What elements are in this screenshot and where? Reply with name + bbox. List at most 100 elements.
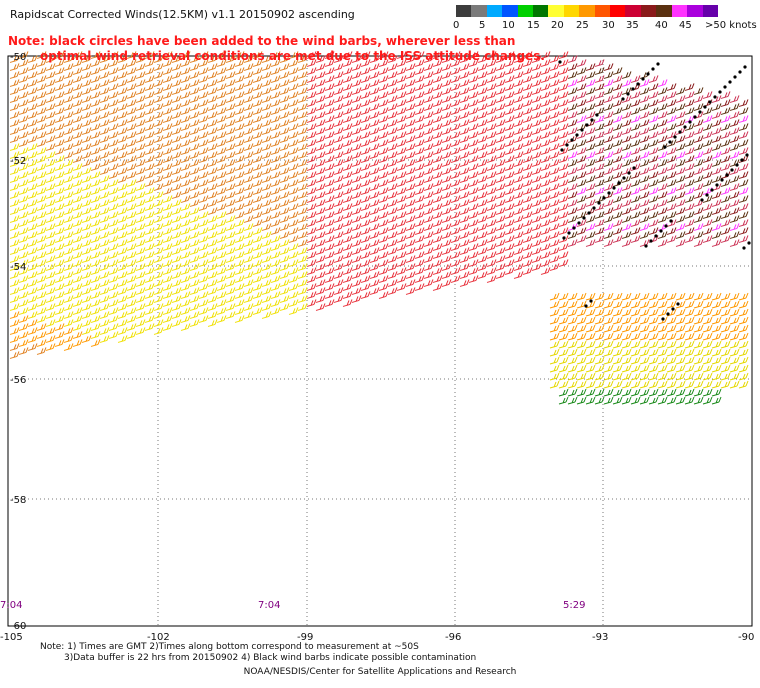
- wind-barb: [360, 179, 371, 187]
- wind-barb: [351, 159, 362, 167]
- wind-barb: [279, 199, 290, 207]
- wind-barb: [225, 199, 236, 207]
- wind-barb: [666, 139, 677, 147]
- wind-barb: [684, 131, 695, 139]
- wind-barb: [279, 167, 290, 175]
- wind-barb: [207, 271, 218, 279]
- wind-barb: [270, 203, 281, 211]
- wind-barb: [108, 315, 119, 323]
- wind-barb: [513, 87, 524, 95]
- wind-barb: [486, 235, 497, 243]
- wind-barb: [333, 271, 344, 279]
- wind-barb: [531, 159, 542, 167]
- wind-barb: [387, 119, 398, 127]
- wind-barb: [9, 247, 20, 255]
- wind-barb: [333, 79, 344, 87]
- wind-barb: [108, 291, 119, 299]
- wind-barb: [711, 175, 722, 183]
- wind-barb: [729, 175, 740, 183]
- wind-barb: [99, 95, 110, 103]
- wind-barb: [621, 159, 632, 167]
- wind-barb: [162, 283, 173, 291]
- wind-barb: [162, 115, 173, 123]
- wind-barb: [18, 187, 29, 195]
- wind-barb: [729, 239, 740, 247]
- wind-barb: [531, 95, 542, 103]
- wind-barb: [477, 215, 488, 223]
- wind-barb: [180, 179, 191, 187]
- wind-barb: [153, 175, 164, 183]
- wind-barb: [585, 348, 596, 357]
- wind-barb: [162, 179, 173, 187]
- wind-barb: [207, 127, 218, 135]
- wind-barb: [117, 319, 128, 327]
- wind-barb: [621, 215, 632, 223]
- wind-barb: [450, 99, 461, 107]
- wind-barb: [81, 151, 92, 159]
- wind-barb: [387, 263, 398, 271]
- wind-barb: [558, 195, 569, 203]
- wind-barb: [657, 348, 668, 357]
- wind-barb: [369, 167, 380, 175]
- wind-barb: [315, 151, 326, 159]
- wind-barb: [162, 307, 173, 315]
- wind-barb: [405, 215, 416, 223]
- wind-barb: [720, 179, 731, 187]
- wind-barb: [702, 211, 713, 219]
- wind-barb: [387, 167, 398, 175]
- wind-barb: [54, 187, 65, 195]
- wind-barb: [171, 71, 182, 79]
- wind-barb: [360, 75, 371, 83]
- wind-barb: [702, 107, 713, 115]
- wind-barb: [423, 55, 434, 63]
- wind-barb: [108, 307, 119, 315]
- wind-barb: [99, 239, 110, 247]
- wind-barb: [648, 324, 659, 333]
- wind-barb: [306, 299, 317, 307]
- wind-barb: [90, 275, 101, 283]
- wind-barb: [315, 255, 326, 263]
- wind-barb: [666, 163, 677, 171]
- legend-label-30: 30: [602, 20, 615, 31]
- wind-barb: [135, 111, 146, 119]
- wind-barb: [324, 291, 335, 299]
- wind-barb: [72, 211, 83, 219]
- wind-barb: [738, 292, 749, 301]
- wind-barb: [54, 211, 65, 219]
- wind-barb: [387, 135, 398, 143]
- wind-barb: [324, 91, 335, 99]
- wind-barb: [297, 231, 308, 239]
- wind-barb: [333, 191, 344, 199]
- wind-barb: [216, 307, 227, 315]
- wind-barb: [297, 215, 308, 223]
- wind-barb: [441, 231, 452, 239]
- wind-barb: [9, 311, 20, 319]
- wind-barb: [405, 191, 416, 199]
- wind-barb: [135, 303, 146, 311]
- wind-barb: [54, 115, 65, 123]
- wind-barb: [540, 75, 551, 83]
- wind-barb: [711, 95, 722, 103]
- contamination-dot: [668, 140, 672, 144]
- wind-barb: [603, 103, 614, 111]
- wind-barb: [504, 139, 515, 147]
- wind-barb: [18, 75, 29, 83]
- wind-barb: [54, 251, 65, 259]
- wind-barb: [513, 111, 524, 119]
- wind-barb: [630, 91, 641, 99]
- wind-barb: [666, 219, 677, 227]
- wind-barb: [702, 115, 713, 123]
- legend-swatch-12: [640, 5, 657, 17]
- wind-barb: [549, 151, 560, 159]
- wind-barb: [99, 263, 110, 271]
- wind-barb: [693, 215, 704, 223]
- wind-barb: [702, 388, 713, 397]
- wind-barb: [189, 199, 200, 207]
- wind-barb: [684, 107, 695, 115]
- wind-barb: [324, 51, 335, 59]
- wind-barb: [378, 227, 389, 235]
- wind-barb: [36, 91, 47, 99]
- wind-barb: [360, 131, 371, 139]
- wind-barb: [27, 191, 38, 199]
- wind-barb: [351, 135, 362, 143]
